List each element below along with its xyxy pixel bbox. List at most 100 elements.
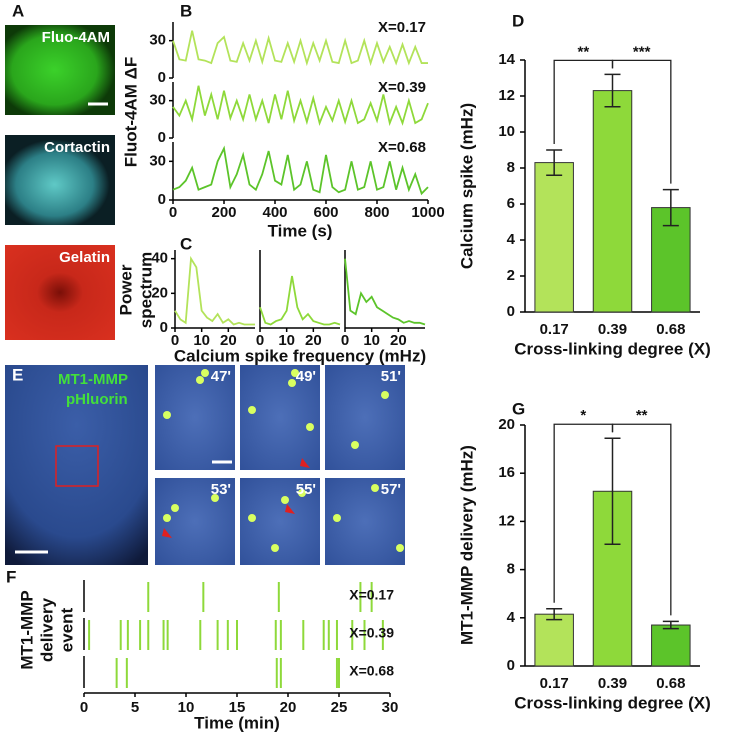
image-label: MT1-MMP xyxy=(58,371,128,388)
significance: ** xyxy=(636,407,648,424)
bracket xyxy=(611,423,672,616)
trace xyxy=(174,255,255,326)
y-tick-label: 20 xyxy=(151,284,168,301)
significance: * xyxy=(580,407,586,424)
vesicle xyxy=(306,423,314,431)
x-tick-label: 10 xyxy=(363,332,380,349)
y-tick-label: 0 xyxy=(158,191,166,208)
y-tick-label: 6 xyxy=(507,195,515,212)
image xyxy=(240,365,320,470)
arrowhead xyxy=(300,458,310,468)
x-tick-label: 800 xyxy=(364,204,389,221)
x-tick-label: 1000 xyxy=(411,204,444,221)
series-label: X=0.68 xyxy=(378,139,426,156)
x-tick-label: 20 xyxy=(305,332,322,349)
vesicle xyxy=(271,544,279,552)
vesicle xyxy=(248,514,256,522)
x-tick-label: 600 xyxy=(313,204,338,221)
y-tick-label: 2 xyxy=(507,267,515,284)
y-tick-label: 40 xyxy=(151,250,168,267)
vesicle xyxy=(163,411,171,419)
y-tick-label: 0 xyxy=(160,319,168,336)
y-tick-label: 16 xyxy=(498,464,515,481)
error-bar xyxy=(662,620,679,630)
trace xyxy=(344,258,426,326)
x-tick-label: 0.17 xyxy=(540,675,569,692)
series-label: X=0.39 xyxy=(378,79,426,96)
y-tick-label: 0 xyxy=(507,303,515,320)
x-tick-label: 20 xyxy=(280,699,297,716)
x-tick-label: 0.39 xyxy=(598,675,627,692)
x-tick-label: 10 xyxy=(193,332,210,349)
x-tick-label: 0.17 xyxy=(540,321,569,338)
y-tick-label: 12 xyxy=(498,87,515,104)
vesicle xyxy=(288,379,296,387)
image xyxy=(325,365,405,470)
x-tick-label: 25 xyxy=(331,699,348,716)
vesicle xyxy=(381,391,389,399)
x-tick-label: 0 xyxy=(256,332,264,349)
axis-title: Calcium spike (mHz) xyxy=(457,103,476,269)
x-tick-label: 0.39 xyxy=(598,321,627,338)
x-tick-label: 5 xyxy=(131,699,139,716)
error-bar xyxy=(662,188,679,227)
y-tick-label: 8 xyxy=(507,561,515,578)
vesicle xyxy=(196,376,204,384)
bar xyxy=(592,90,633,313)
axis-title: Calcium spike frequency (mHz) xyxy=(174,346,426,365)
panel-label: G xyxy=(512,399,525,418)
error-bar xyxy=(604,73,621,108)
vesicle xyxy=(298,489,306,497)
vesicle xyxy=(333,514,341,522)
y-tick-label: 0 xyxy=(507,657,515,674)
vesicle xyxy=(248,406,256,414)
panel-label: D xyxy=(512,11,524,30)
error-bar xyxy=(546,149,563,176)
x-tick-label: 0.68 xyxy=(656,321,685,338)
axis-title: event xyxy=(57,607,76,652)
vesicle xyxy=(201,369,209,377)
image xyxy=(5,365,148,565)
panel-label: E xyxy=(12,365,23,384)
series-label: X=0.68 xyxy=(349,663,394,679)
y-tick-label: 30 xyxy=(149,92,166,109)
axis-title: Fluot-4AM ΔF xyxy=(121,57,140,167)
roi-box xyxy=(55,445,99,487)
x-tick-label: 0 xyxy=(171,332,179,349)
trace xyxy=(259,275,341,326)
panel-label: A xyxy=(12,1,24,20)
axis-title: MT1-MMP xyxy=(17,590,36,669)
vesicle xyxy=(371,484,379,492)
vesicle xyxy=(281,496,289,504)
x-tick-label: 10 xyxy=(178,699,195,716)
axis-title: spectrum xyxy=(136,252,155,329)
x-tick-label: 200 xyxy=(211,204,236,221)
bracket xyxy=(611,59,672,184)
vesicle xyxy=(163,514,171,522)
image-label: Gelatin xyxy=(59,249,110,266)
y-tick-label: 0 xyxy=(158,129,166,146)
time-label: 51' xyxy=(381,368,401,385)
time-label: 49' xyxy=(296,368,316,385)
y-tick-label: 30 xyxy=(149,152,166,169)
y-tick-label: 12 xyxy=(498,512,515,529)
bar xyxy=(651,624,691,667)
bar xyxy=(534,613,574,667)
time-label: 47' xyxy=(211,368,231,385)
trace xyxy=(172,30,428,67)
x-tick-label: 30 xyxy=(382,699,399,716)
x-tick-label: 0.68 xyxy=(656,675,685,692)
arrowhead xyxy=(162,528,172,538)
axis-title: Power xyxy=(116,264,135,315)
time-label: 53' xyxy=(211,481,231,498)
vesicle xyxy=(396,544,404,552)
series-label: X=0.39 xyxy=(349,625,394,641)
error-bar xyxy=(546,608,563,621)
x-tick-label: 400 xyxy=(262,204,287,221)
time-label: 57' xyxy=(381,481,401,498)
x-tick-label: 20 xyxy=(220,332,237,349)
vesicle xyxy=(291,369,299,377)
significance: ** xyxy=(577,43,589,60)
y-tick-label: 4 xyxy=(507,609,516,626)
